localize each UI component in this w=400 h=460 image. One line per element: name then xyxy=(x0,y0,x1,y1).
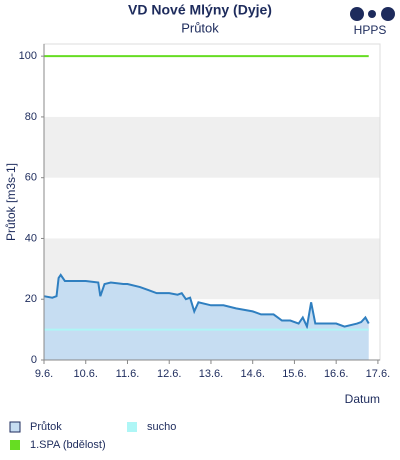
chart-subtitle: Průtok xyxy=(181,20,219,35)
band xyxy=(44,116,380,178)
legend-swatch xyxy=(9,421,21,433)
y-axis-label: Průtok [m3s-1] xyxy=(4,163,18,241)
y-tick-label: 60 xyxy=(25,172,37,184)
area xyxy=(44,274,369,360)
x-tick-label: 9.6. xyxy=(35,368,53,380)
legend-label: Průtok xyxy=(30,421,62,433)
legend-label: 1.SPA (bdělost) xyxy=(30,439,106,451)
legend-label: sucho xyxy=(147,421,176,433)
logo-text: HPPS xyxy=(354,23,387,37)
x-tick-label: 14.6. xyxy=(240,368,264,380)
x-tick-label: 16.6. xyxy=(324,368,348,380)
y-tick-label: 80 xyxy=(25,111,37,123)
x-tick-label: 12.6. xyxy=(157,368,181,380)
y-tick-label: 100 xyxy=(19,50,37,62)
y-tick-label: 0 xyxy=(31,354,37,366)
x-tick-label: 17.6. xyxy=(366,368,390,380)
x-tick-label: 10.6. xyxy=(74,368,98,380)
line xyxy=(43,273,370,330)
x-tick-label: 15.6. xyxy=(282,368,306,380)
x-tick-label: 11.6. xyxy=(116,368,140,380)
y-tick-label: 20 xyxy=(25,293,37,305)
x-axis-label: Datum xyxy=(345,392,380,406)
y-tick-label: 40 xyxy=(25,232,37,244)
legend-swatch xyxy=(10,440,20,450)
x-tick-label: 13.6. xyxy=(199,368,223,380)
chart-title: VD Nové Mlýny (Dyje) xyxy=(128,2,272,18)
logo: HPPS xyxy=(350,7,395,37)
legend-swatch xyxy=(127,422,137,432)
